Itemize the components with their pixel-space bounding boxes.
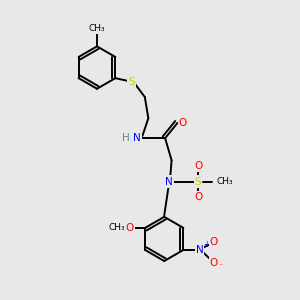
Text: H: H: [122, 133, 130, 143]
Text: O: O: [210, 258, 218, 268]
Text: N: N: [196, 245, 203, 255]
Text: O: O: [126, 223, 134, 233]
Text: ⁻: ⁻: [218, 262, 222, 271]
Text: N: N: [133, 133, 141, 143]
Text: S: S: [128, 77, 135, 87]
Text: N: N: [165, 176, 172, 187]
Text: O: O: [194, 161, 202, 171]
Text: O: O: [210, 237, 218, 247]
Text: O: O: [194, 192, 202, 202]
Text: S: S: [195, 176, 201, 187]
Text: CH₃: CH₃: [89, 24, 105, 33]
Text: +: +: [203, 240, 209, 249]
Text: CH₃: CH₃: [216, 177, 233, 186]
Text: CH₃: CH₃: [108, 224, 125, 232]
Text: O: O: [179, 118, 187, 128]
